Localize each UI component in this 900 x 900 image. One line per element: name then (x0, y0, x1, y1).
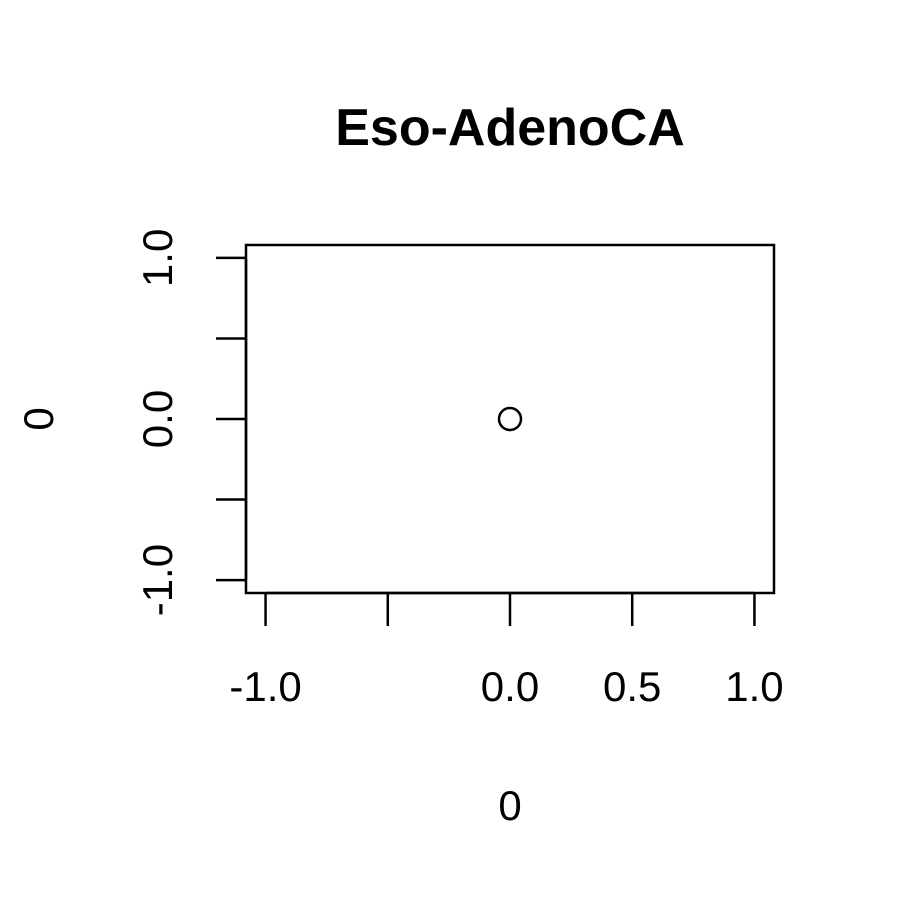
x-tick-label: 0.5 (603, 663, 661, 710)
chart-title: Eso-AdenoCA (335, 99, 685, 157)
data-points (497, 406, 523, 432)
y-tick-label: 1.0 (134, 229, 181, 287)
x-ticks: -1.0 0.0 0.5 1.0 (229, 593, 784, 710)
x-tick-label: 1.0 (725, 663, 783, 710)
y-tick-label: -1.0 (134, 544, 181, 616)
data-point (497, 406, 523, 432)
x-tick-label: 0.0 (481, 663, 539, 710)
y-tick-label: 0.0 (134, 390, 181, 448)
y-axis-label: 0 (15, 407, 62, 430)
plot-frame (244, 243, 776, 595)
y-ticks: -1.0 0.0 1.0 (134, 229, 246, 616)
x-axis-label: 0 (498, 782, 521, 829)
x-tick-label: -1.0 (229, 663, 301, 710)
